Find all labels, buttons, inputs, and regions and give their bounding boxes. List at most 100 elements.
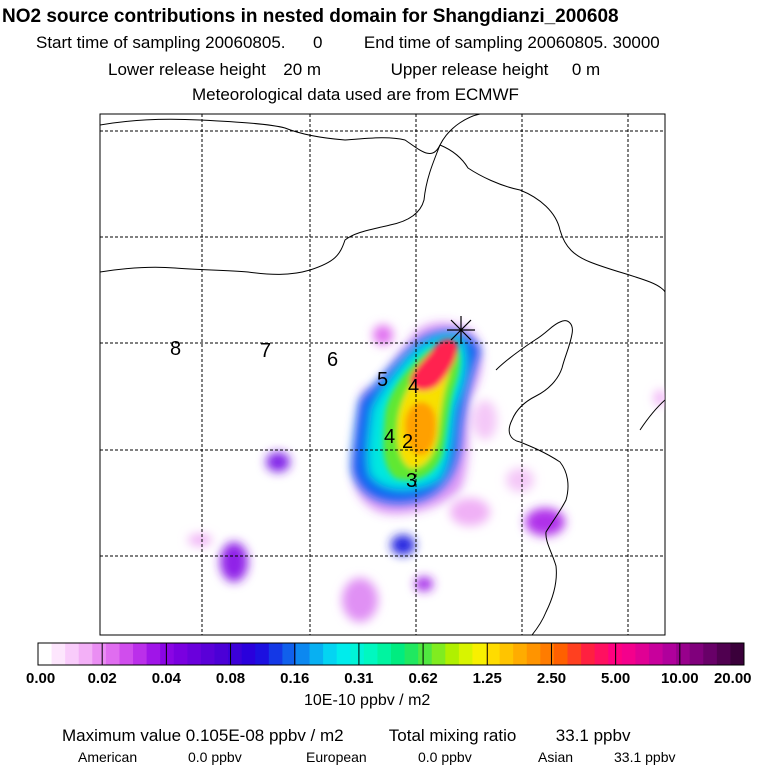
colorbar-cell	[38, 643, 52, 665]
colorbar-cell	[173, 643, 188, 665]
colorbar-cell	[92, 643, 107, 665]
start-time-label: Start time of sampling	[36, 33, 201, 52]
contour-label: 4	[408, 376, 419, 398]
upper-release-value: 0 m	[571, 60, 601, 79]
colorbar-cell	[282, 643, 297, 665]
contour-label: 8	[170, 338, 181, 360]
max-value-label: Maximum value	[62, 726, 182, 745]
colorbar-cell	[350, 643, 365, 665]
colorbar-cell	[241, 643, 256, 665]
colorbar-cell	[635, 643, 650, 665]
colorbar-tick-label: 0.00	[26, 670, 56, 687]
total-mixing-value: 33.1 ppbv	[555, 726, 631, 745]
start-hour-value: 0	[312, 33, 323, 52]
colorbar-cell	[255, 643, 270, 665]
colorbar-cell	[228, 643, 243, 665]
colorbar-cell	[716, 643, 731, 665]
colorbar-cells	[38, 643, 745, 665]
colorbar-tick-label: 0.08	[215, 670, 246, 687]
colorbar-cell	[513, 643, 528, 665]
colorbar-tick-label: 20.00	[713, 670, 752, 687]
end-time-value: 20060805. 30000	[527, 33, 660, 52]
colorbar-cell	[431, 643, 446, 665]
colorbar-cell	[119, 643, 134, 665]
colorbar-cell	[486, 643, 501, 665]
colorbar-cell	[730, 643, 745, 665]
colorbar-cell	[621, 643, 636, 665]
colorbar-cell	[268, 643, 283, 665]
upper-release-label: Upper release height	[390, 60, 549, 79]
colorbar-cell	[458, 643, 473, 665]
station-asterisk-icon	[447, 316, 475, 344]
start-time-value: 20060805.	[205, 33, 286, 52]
asian-label: Asian	[538, 749, 574, 765]
colorbar-cell	[146, 643, 161, 665]
colorbar-tick-marks	[37, 643, 745, 665]
colorbar-tick-label: 1.25	[472, 670, 502, 687]
colorbar-cell	[648, 643, 663, 665]
colorbar-cell	[51, 643, 66, 665]
colorbar-cell	[309, 643, 324, 665]
colorbar-tick-label: 0.02	[87, 670, 117, 687]
colorbar-cell	[214, 643, 229, 665]
colorbar-cell	[336, 643, 351, 665]
colorbar-cell	[581, 643, 596, 665]
max-value: 0.105E-08 ppbv / m2	[185, 726, 344, 745]
contour-label: 4	[384, 426, 395, 448]
contour-label: 6	[327, 349, 338, 371]
graticule	[100, 114, 665, 635]
coastline-borders	[100, 114, 665, 635]
colorbar-tick-label: 0.16	[280, 670, 310, 687]
colorbar-cell	[200, 643, 215, 665]
lower-release-value: 20 m	[283, 60, 322, 79]
colorbar-cell	[594, 643, 609, 665]
colorbar-cell	[105, 643, 120, 665]
colorbar-cell	[78, 643, 93, 665]
american-value: 0.0 ppbv	[188, 749, 242, 765]
colorbar-cell	[295, 643, 310, 665]
release-height-line: Lower release height 20 m Upper release …	[108, 60, 768, 80]
colorbar-tick-label: 0.31	[344, 670, 374, 687]
colorbar-cell	[540, 643, 555, 665]
colorbar-cell	[703, 643, 718, 665]
colorbar-tick-label: 5.00	[601, 670, 631, 687]
met-data-note: Meteorological data used are from ECMWF	[192, 85, 519, 104]
colorbar-cell	[689, 643, 704, 665]
colorbar-cell	[323, 643, 338, 665]
colorbar-unit: 10E-10 ppbv / m2	[304, 692, 431, 709]
colorbar-tick-label: 0.62	[408, 670, 438, 687]
contour-label: 2	[402, 431, 413, 453]
lower-release-label: Lower release height	[108, 60, 266, 79]
colorbar-cell	[133, 643, 148, 665]
colorbar-tick-label: 10.00	[661, 670, 699, 687]
colorbar-cell	[526, 643, 541, 665]
colorbar-cell	[404, 643, 419, 665]
asian-value: 33.1 ppbv	[614, 749, 676, 765]
summary-line: Maximum value 0.105E-08 ppbv / m2 Total …	[62, 726, 630, 746]
sampling-time-line: Start time of sampling 20060805. 0 End t…	[36, 33, 768, 53]
end-time-label: End time of sampling	[363, 33, 523, 52]
colorbar-cell	[499, 643, 514, 665]
colorbar-cell	[472, 643, 487, 665]
contour-labels: 8 7 6 5 4 4 2 3	[170, 338, 419, 492]
map-frame	[99, 113, 666, 636]
european-label: European	[306, 749, 367, 765]
chart-title: NO2 source contributions in nested domai…	[2, 6, 619, 27]
colorbar-cell	[567, 643, 582, 665]
colorbar-cell	[391, 643, 405, 665]
colorbar-cell	[377, 643, 392, 665]
colorbar-cell	[662, 643, 677, 665]
colorbar-cell	[187, 643, 202, 665]
concentration-field	[188, 322, 665, 622]
colorbar-tick-label: 2.50	[536, 670, 567, 687]
colorbar-cell	[65, 643, 80, 665]
american-label: American	[78, 749, 138, 765]
colorbar-cell	[363, 643, 378, 665]
colorbar-cell	[676, 643, 691, 665]
colorbar-cell	[445, 643, 460, 665]
colorbar-tick-label: 0.04	[151, 670, 181, 687]
contour-label: 3	[406, 470, 417, 492]
contour-label: 7	[260, 340, 271, 362]
